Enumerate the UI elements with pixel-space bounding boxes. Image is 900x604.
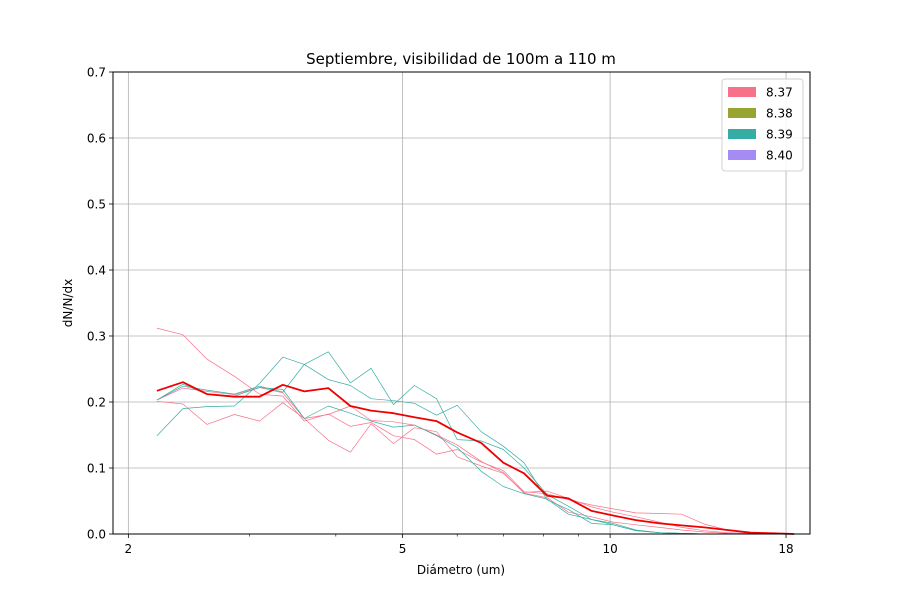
- series-line: [156, 381, 795, 535]
- series-line: [156, 327, 795, 535]
- y-axis-label: dN/N/dx: [61, 279, 75, 327]
- chart-title: Septiembre, visibilidad de 100m a 110 m: [306, 50, 616, 68]
- legend-label: 8.40: [766, 149, 793, 163]
- series-layer: [156, 327, 795, 535]
- y-tick-label: 0.6: [87, 132, 106, 146]
- legend-swatch: [728, 129, 756, 139]
- legend-box: [721, 78, 804, 172]
- series-line: [156, 400, 795, 535]
- x-tick-label: 5: [399, 542, 407, 556]
- x-tick-label: 2: [125, 542, 133, 556]
- y-tick-label: 0.4: [87, 264, 106, 278]
- y-tick-label: 0.7: [87, 66, 106, 80]
- y-tick-label: 0.0: [87, 528, 106, 542]
- legend: 8.37 8.38 8.39 8.40: [721, 78, 804, 172]
- plot-frame: [112, 71, 811, 535]
- legend-swatch: [728, 87, 756, 97]
- y-tick-label: 0.1: [87, 462, 106, 476]
- x-tick-label: 10: [602, 542, 617, 556]
- legend-label: 8.39: [766, 128, 793, 142]
- legend-label: 8.37: [766, 86, 793, 100]
- ticks: 0.0 0.1 0.2 0.3 0.4 0.5 0.6 0.7 2 5 10 18: [87, 66, 794, 557]
- x-axis-label: Diámetro (um): [417, 563, 505, 577]
- legend-swatch: [728, 150, 756, 160]
- legend-label: 8.38: [766, 107, 793, 121]
- x-tick-label: 18: [778, 542, 793, 556]
- series-line: [156, 387, 795, 535]
- y-tick-label: 0.5: [87, 198, 106, 212]
- y-tick-label: 0.3: [87, 330, 106, 344]
- legend-swatch: [728, 108, 756, 118]
- y-tick-label: 0.2: [87, 396, 106, 410]
